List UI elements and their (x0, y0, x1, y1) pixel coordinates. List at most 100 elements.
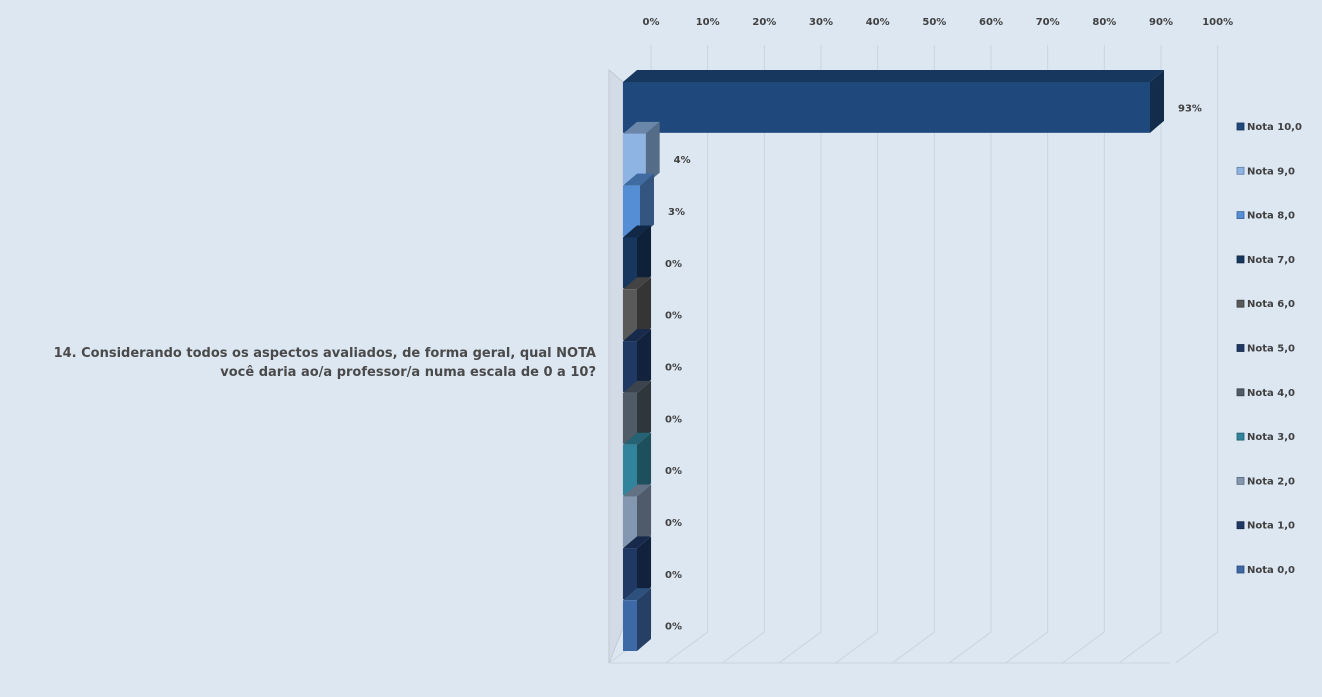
legend-label: Nota 9,0 (1247, 166, 1295, 177)
legend-item[interactable]: Nota 2,0 (1236, 476, 1295, 487)
gridline-floor (1062, 631, 1105, 664)
legend-swatch (1236, 344, 1245, 352)
x-tick-label: 80% (1092, 17, 1116, 28)
gridline-floor (835, 631, 878, 664)
bar (623, 600, 637, 651)
legend-swatch (1236, 432, 1245, 441)
legend-label: Nota 0,0 (1247, 565, 1295, 576)
legend-item[interactable]: Nota 8,0 (1236, 211, 1295, 222)
legend-swatch (1236, 122, 1245, 131)
category-label: 14. Considerando todos os aspectos avali… (53, 346, 596, 380)
data-label: 4% (674, 155, 691, 166)
bar (623, 444, 637, 496)
x-axis-ticks: 0% 10% 20% 30% 40% 50% 60% 70% 80% 90% 100% (643, 17, 1234, 28)
legend-item[interactable]: Nota 3,0 (1236, 432, 1295, 443)
legend-label: Nota 3,0 (1247, 432, 1295, 443)
x-tick-label: 0% (643, 17, 660, 28)
legend-item[interactable]: Nota 9,0 (1236, 166, 1295, 177)
legend-swatch (1236, 565, 1245, 574)
data-label: 93% (1178, 103, 1202, 114)
legend-label: Nota 6,0 (1247, 299, 1295, 310)
gridline-floor (778, 631, 822, 664)
x-tick-label: 90% (1149, 17, 1173, 28)
legend-label: Nota 5,0 (1247, 344, 1295, 355)
legend-item[interactable]: Nota 0,0 (1236, 565, 1295, 576)
bar (623, 133, 646, 185)
bar-end (637, 484, 651, 548)
bar (623, 341, 637, 392)
gridline-floor (1118, 631, 1162, 664)
bar (623, 548, 637, 600)
legend-item[interactable]: Nota 4,0 (1236, 388, 1295, 399)
gridlines (608, 45, 1219, 664)
data-label: 0% (665, 570, 682, 581)
data-label: 0% (665, 622, 682, 633)
legend-swatch (1236, 166, 1245, 175)
x-tick-label: 100% (1202, 17, 1233, 28)
bar (623, 392, 637, 444)
legend[interactable]: Nota 10,0 Nota 9,0 Nota 8,0 Nota 7,0 Nota 6,… (1236, 122, 1302, 576)
legend-swatch (1236, 211, 1245, 220)
x-tick-label: 60% (979, 17, 1003, 28)
legend-item[interactable]: Nota 10,0 (1236, 122, 1302, 133)
bar-top (623, 70, 1164, 82)
legend-swatch (1236, 255, 1245, 264)
data-label: 0% (665, 259, 682, 270)
bar-end (640, 173, 654, 237)
bar (623, 82, 1150, 133)
bar-top (623, 329, 651, 342)
bar-end (1150, 70, 1164, 133)
bar-top (623, 380, 651, 393)
bar-top (623, 588, 651, 601)
gridline-floor (722, 631, 765, 664)
bar-top (623, 173, 654, 186)
bar-end (637, 225, 651, 289)
legend-item[interactable]: Nota 7,0 (1236, 255, 1295, 266)
data-label: 0% (665, 518, 682, 529)
data-labels: 93% 4% 3% 0% 0% 0% 0% 0% 0% 0% 0% (665, 103, 1202, 632)
bar-end (637, 380, 651, 444)
legend-label: Nota 8,0 (1247, 211, 1295, 222)
data-label: 0% (665, 363, 682, 374)
legend-swatch (1236, 388, 1245, 397)
bar-top (623, 432, 651, 445)
data-label: 3% (668, 207, 685, 218)
x-tick-label: 30% (809, 17, 833, 28)
legend-label: Nota 4,0 (1247, 388, 1295, 399)
bar (623, 289, 637, 341)
x-tick-label: 70% (1036, 17, 1060, 28)
bar-top (623, 484, 651, 497)
bar-end (637, 432, 651, 496)
data-label: 0% (665, 414, 682, 425)
x-tick-label: 40% (866, 17, 890, 28)
gridline-floor (1175, 631, 1218, 664)
bar-end (637, 588, 651, 651)
bar-end (637, 277, 651, 341)
legend-swatch (1236, 521, 1245, 530)
legend-swatch (1236, 299, 1245, 308)
legend-swatch (1236, 476, 1245, 485)
x-tick-label: 50% (922, 17, 946, 28)
legend-item[interactable]: Nota 5,0 (1236, 344, 1295, 355)
data-label: 0% (665, 466, 682, 477)
gridline-floor (665, 631, 708, 664)
legend-label: Nota 1,0 (1247, 521, 1295, 532)
x-tick-label: 10% (696, 17, 720, 28)
gridline-floor (892, 631, 935, 664)
bars (623, 70, 1164, 651)
legend-label: Nota 10,0 (1247, 122, 1302, 133)
x-tick-label: 20% (752, 17, 776, 28)
bar-end (645, 121, 660, 185)
data-label: 0% (665, 311, 682, 322)
gridline-floor (1005, 631, 1048, 664)
legend-label: Nota 7,0 (1247, 255, 1295, 266)
bar-top (623, 121, 660, 134)
legend-item[interactable]: Nota 6,0 (1236, 299, 1295, 310)
legend-label: Nota 2,0 (1247, 476, 1295, 487)
side-wall (608, 68, 624, 664)
bar-top (623, 277, 651, 290)
legend-item[interactable]: Nota 1,0 (1236, 521, 1295, 532)
bar-end (637, 536, 651, 600)
gridline-floor (948, 631, 992, 664)
